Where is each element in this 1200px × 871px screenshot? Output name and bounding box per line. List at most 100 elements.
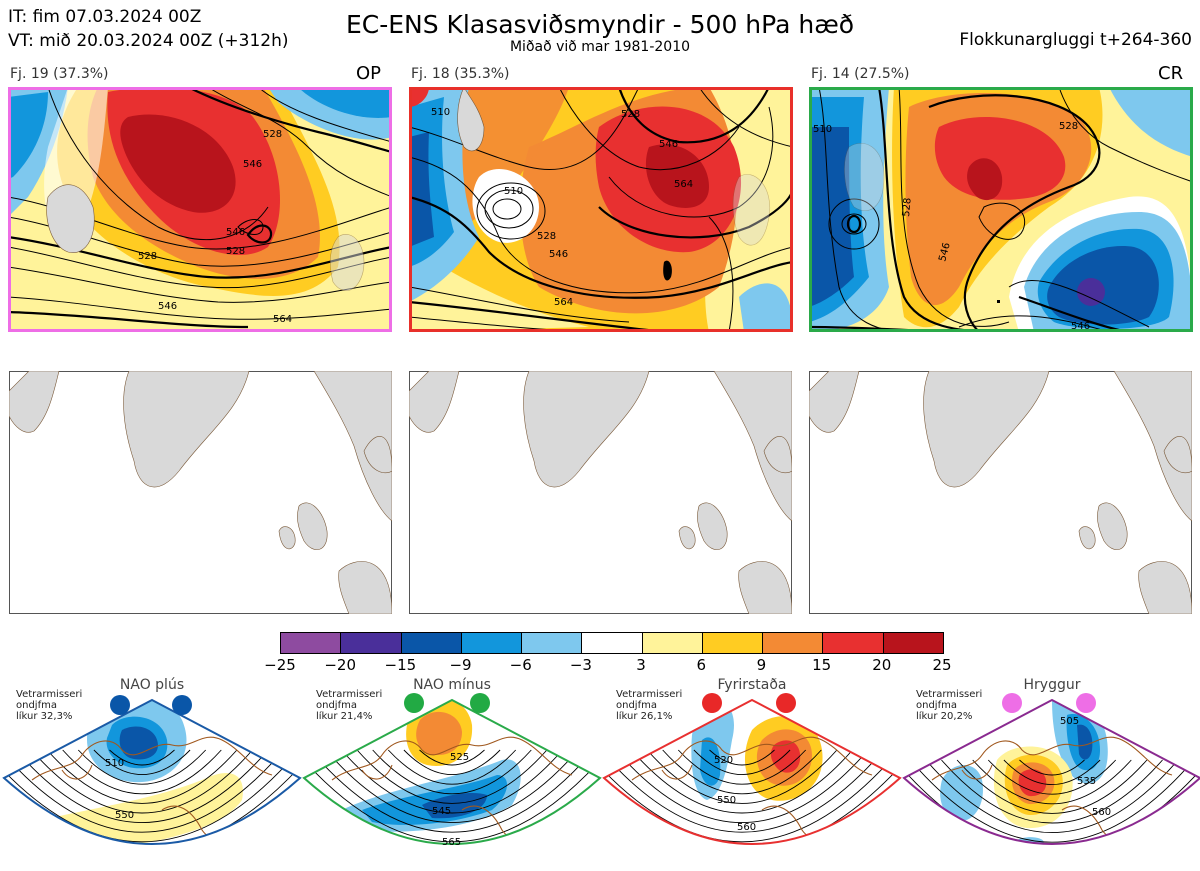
regime-note: Vetrarmisseri ondjfma líkur 20,2% (916, 689, 982, 722)
height-contour (987, 759, 1117, 795)
anomaly-shading (770, 740, 801, 773)
regime-contour-label: 565 (442, 837, 461, 848)
colorbar-cell (281, 633, 341, 653)
colorbar-tick-label: −9 (449, 656, 472, 674)
contour-label: 528 (226, 246, 245, 257)
contour-label: 546 (158, 301, 177, 312)
height-contour (1019, 759, 1085, 776)
regime-contour-label: 520 (714, 755, 733, 766)
contour-label: 510 (504, 186, 523, 197)
colorbar-tick-label: 15 (812, 656, 832, 674)
panel-3-tag: CR (1158, 63, 1184, 84)
init-time: IT: fim 07.03.2024 00Z (8, 7, 202, 27)
regime-contour-label: 545 (432, 806, 451, 817)
panel-2-label: Fj. 18 (35.3%) (411, 66, 510, 82)
colorbar (280, 632, 944, 654)
anomaly-shading (1018, 769, 1047, 797)
regime-map: 525 545 565 (302, 693, 602, 848)
height-contour (904, 759, 1200, 844)
anomaly-shading (416, 711, 462, 756)
regime-title: Fyrirstaða (717, 677, 787, 693)
height-contour (662, 749, 822, 795)
regime-marker-dot (470, 693, 490, 713)
colorbar-cell (400, 633, 461, 653)
colorbar-cell (641, 633, 702, 653)
panel-3-label: Fj. 14 (27.5%) (811, 66, 910, 82)
colorbar-tick-label: −15 (384, 656, 417, 674)
colorbar-cell (521, 633, 582, 653)
cluster-map-2-frame (409, 87, 793, 332)
cluster-map-3: 510 528 528 546 546 (809, 87, 1193, 332)
height-contour (109, 749, 175, 766)
colorbar-tick-label: −6 (509, 656, 532, 674)
height-contour (77, 749, 207, 785)
page-title: EC-ENS Klasasviðsmyndir - 500 hPa hæð (345, 10, 855, 39)
regime-contour-label: 535 (1077, 776, 1096, 787)
empty-map-2 (409, 371, 792, 614)
coastline (931, 736, 1173, 844)
regime-map-frame (902, 698, 1200, 845)
regime-note-line: ondjfma (916, 700, 957, 711)
height-contour (604, 749, 900, 843)
colorbar-cell (340, 633, 401, 653)
colorbar-tick-label: 25 (932, 656, 952, 674)
contour-label: 546 (243, 159, 262, 170)
page-subtitle: Miðað við mar 1981-2010 (509, 39, 691, 55)
colorbar-tick-label: −25 (264, 656, 296, 674)
regime-note-line: ondjfma (616, 700, 657, 711)
coastline (331, 736, 573, 844)
height-contour (309, 749, 595, 833)
cluster-map-2: 510 528 546 564 528 546 564 510 (409, 87, 793, 332)
regime-map-frame (302, 698, 602, 845)
regime-contour-label: 550 (717, 795, 736, 806)
regime-contour-label: 560 (1092, 807, 1111, 818)
height-contour (709, 749, 775, 766)
regime-note: Vetrarmisseri ondjfma líkur 21,4% (316, 689, 382, 722)
colorbar-cell (581, 633, 642, 653)
contour-label: 528 (1059, 121, 1078, 132)
colorbar-tick-label: −20 (324, 656, 356, 674)
contour-label: 510 (431, 107, 450, 118)
height-contour (909, 759, 1195, 843)
colorbar-cell (762, 633, 823, 653)
regime-map-frame (2, 698, 302, 845)
height-contour (925, 759, 1179, 833)
height-contour (4, 749, 285, 833)
regime-contour-label: 525 (450, 752, 469, 763)
height-contour (604, 749, 885, 833)
cluster-map-1: 528 546 546 528 546 564 528 (8, 87, 392, 332)
colorbar-cell (882, 633, 943, 653)
coastline (31, 736, 273, 844)
regime-note-line: Vetrarmisseri (16, 689, 83, 700)
regime-note-line: Vetrarmisseri (916, 689, 983, 700)
regime-note-line: líkur 32,3% (16, 711, 73, 722)
height-contour (372, 749, 532, 795)
cluster-map-3-frame (809, 87, 1193, 332)
height-contour (646, 749, 838, 804)
valid-time: VT: mið 20.03.2024 00Z (+312h) (8, 31, 289, 51)
regime-contour-label: 550 (115, 810, 134, 821)
contour-label: 564 (674, 179, 693, 190)
regime-marker-dot (702, 693, 722, 713)
contour-label: 528 (621, 109, 640, 120)
height-contour (693, 749, 791, 776)
colorbar-ticks: −25 −20 −15 −9 −6 −3 3 6 9 15 20 25 (264, 656, 951, 676)
regime-title: NAO mínus (413, 677, 491, 693)
regime-note: Vetrarmisseri ondjfma líkur 26,1% (616, 689, 682, 722)
contour-label: 546 (549, 249, 568, 260)
height-contour (677, 749, 807, 785)
regime-contour-label: 510 (105, 758, 124, 769)
height-contour (31, 749, 253, 814)
regime-note-line: ondjfma (316, 700, 357, 711)
regime-contour-label: 505 (1060, 716, 1079, 727)
regime-note-line: líkur 26,1% (616, 711, 673, 722)
height-contour (972, 759, 1132, 805)
contour-label: 564 (554, 297, 573, 308)
regime-note-line: líkur 21,4% (316, 711, 373, 722)
contour-label: 546 (226, 227, 245, 238)
height-contour (4, 749, 300, 843)
height-contour (46, 749, 238, 804)
regime-contour-label: 560 (737, 822, 756, 833)
empty-map-1 (9, 371, 392, 614)
height-contour (631, 749, 853, 814)
